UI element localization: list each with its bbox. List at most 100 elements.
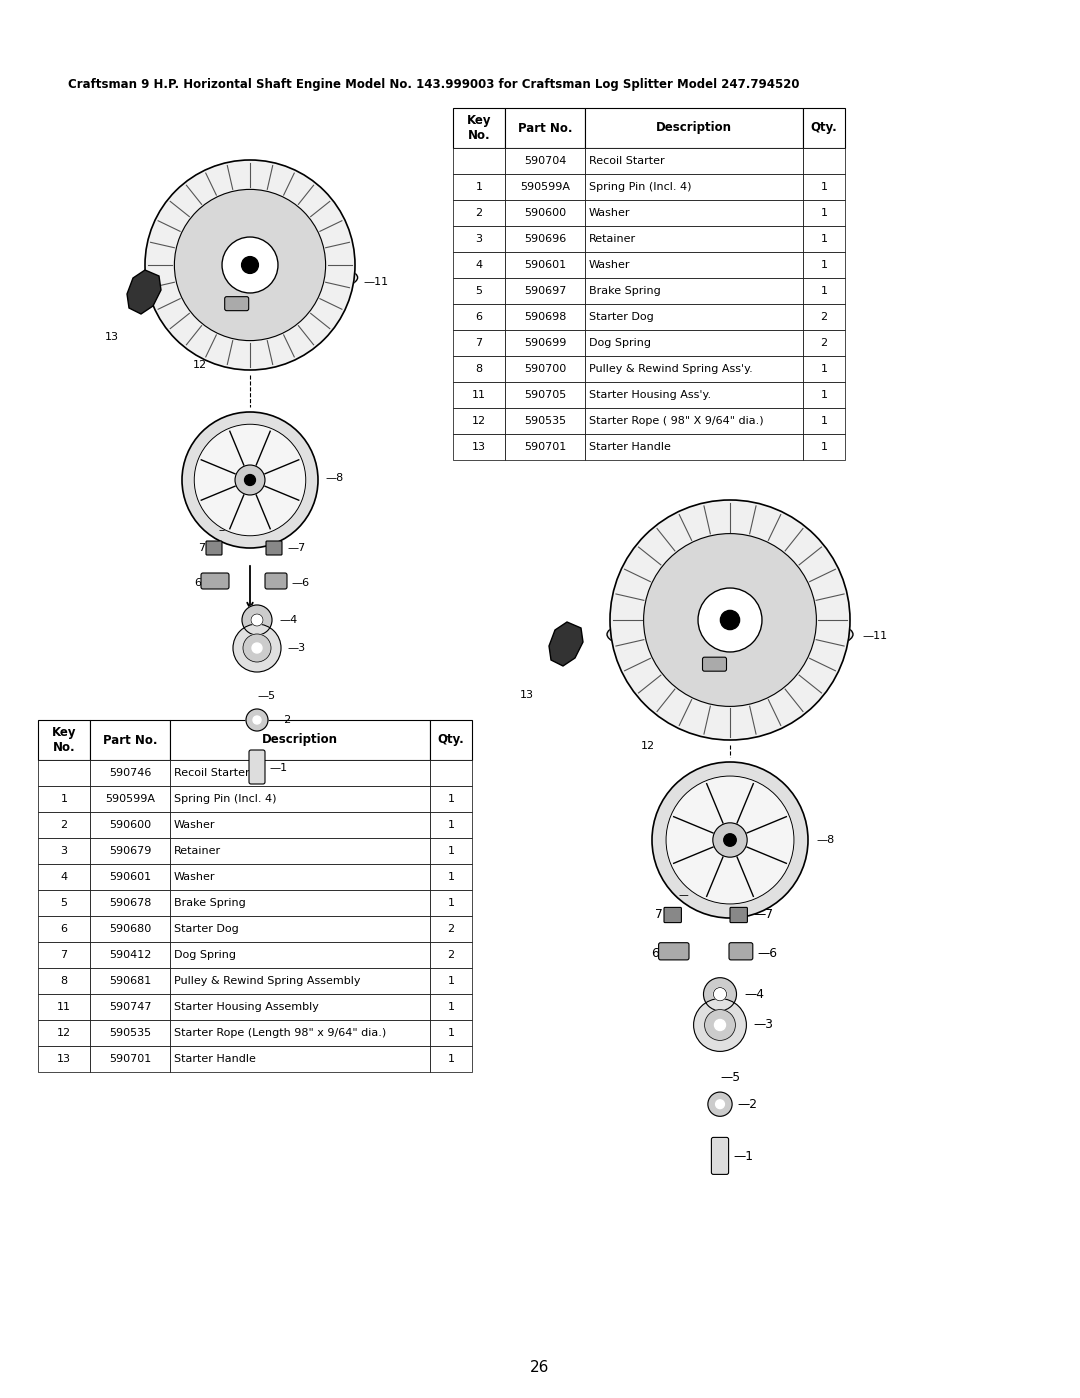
Text: Washer: Washer [174, 821, 216, 830]
Text: 1: 1 [821, 233, 827, 245]
Text: Retainer: Retainer [174, 846, 221, 856]
Bar [430, 1046, 472, 1072]
Text: 2: 2 [447, 951, 455, 960]
Text: Washer: Washer [174, 872, 216, 882]
Bar [804, 408, 845, 433]
Text: 6: 6 [650, 946, 659, 960]
Text: —6: —6 [291, 577, 309, 589]
Text: 590535: 590535 [524, 417, 566, 426]
Text: —11: —11 [363, 277, 388, 287]
Bar [170, 812, 430, 837]
Text: 8: 8 [60, 976, 68, 986]
Text: —: — [678, 948, 688, 959]
Bar [430, 837, 472, 864]
Text: 13: 13 [472, 442, 486, 452]
Text: 590681: 590681 [109, 976, 151, 986]
Text: —5: —5 [720, 1071, 740, 1085]
Text: 11: 11 [472, 390, 486, 400]
Bar [804, 433, 845, 460]
Text: 6: 6 [60, 924, 67, 934]
Text: —2: —2 [738, 1097, 757, 1110]
Bar [585, 408, 804, 433]
Bar [585, 226, 804, 252]
Circle shape [251, 614, 264, 626]
Bar [430, 916, 472, 942]
Text: Qty.: Qty. [811, 122, 837, 134]
Bar [585, 278, 804, 303]
Circle shape [233, 624, 281, 672]
Circle shape [244, 474, 256, 485]
Bar [453, 200, 505, 226]
Bar [505, 382, 585, 408]
Bar [170, 994, 430, 1021]
Text: 590599A: 590599A [105, 794, 156, 804]
Text: —6: —6 [757, 946, 778, 960]
Text: 590704: 590704 [524, 157, 566, 166]
Text: 12: 12 [472, 417, 486, 426]
Bar [430, 812, 472, 837]
Bar [453, 148, 505, 173]
Text: Starter Housing Assembly: Starter Housing Assembly [174, 1002, 319, 1012]
Text: 12: 12 [57, 1028, 71, 1037]
Bar [430, 994, 472, 1021]
Bar [430, 967, 472, 994]
Text: —8: —8 [325, 473, 343, 482]
Bar [585, 433, 804, 460]
FancyBboxPatch shape [712, 1138, 729, 1174]
Text: 13: 13 [519, 691, 534, 700]
Bar [505, 278, 585, 303]
Bar [585, 303, 804, 330]
Bar [453, 408, 505, 433]
Bar [90, 994, 170, 1021]
Text: Brake Spring: Brake Spring [174, 898, 246, 907]
Bar [430, 761, 472, 786]
FancyBboxPatch shape [225, 296, 248, 310]
Text: Dog Spring: Dog Spring [174, 951, 237, 960]
Circle shape [253, 716, 261, 724]
Text: 590696: 590696 [524, 233, 566, 245]
Text: 2: 2 [821, 312, 827, 322]
Bar [453, 278, 505, 303]
Text: Starter Dog: Starter Dog [589, 312, 653, 322]
Circle shape [194, 424, 306, 535]
Text: 1: 1 [60, 794, 67, 804]
Polygon shape [549, 622, 583, 665]
Circle shape [666, 776, 794, 905]
Text: 590747: 590747 [109, 1002, 151, 1012]
Bar [804, 108, 845, 148]
Bar [170, 1021, 430, 1046]
Text: 590701: 590701 [109, 1054, 151, 1064]
Bar [453, 382, 505, 408]
Text: Washer: Washer [589, 208, 631, 218]
Bar [170, 967, 430, 994]
Circle shape [713, 823, 747, 857]
Text: 1: 1 [447, 1028, 455, 1037]
Bar [804, 200, 845, 226]
Bar [170, 720, 430, 761]
Bar [38, 1046, 90, 1072]
Text: 8: 8 [475, 363, 483, 375]
Circle shape [716, 1100, 725, 1109]
Text: 590600: 590600 [109, 821, 151, 830]
Bar [453, 330, 505, 356]
Bar [804, 226, 845, 252]
Bar [38, 786, 90, 812]
Text: 7: 7 [656, 909, 663, 921]
Circle shape [252, 643, 262, 653]
Bar [170, 1046, 430, 1072]
Text: Starter Rope (Length 98" x 9/64" dia.): Starter Rope (Length 98" x 9/64" dia.) [174, 1028, 387, 1037]
Text: Spring Pin (Incl. 4): Spring Pin (Incl. 4) [589, 182, 691, 192]
Text: 1: 1 [821, 182, 827, 192]
Circle shape [652, 762, 808, 918]
Text: 590678: 590678 [109, 898, 151, 907]
Bar [505, 408, 585, 433]
Bar [38, 761, 90, 786]
Bar [505, 356, 585, 382]
Text: 2: 2 [60, 821, 68, 830]
Text: Starter Housing Ass'y.: Starter Housing Ass'y. [589, 390, 711, 400]
Bar [585, 200, 804, 226]
Bar [505, 433, 585, 460]
Text: —: — [678, 891, 688, 900]
Text: 6: 6 [475, 312, 483, 322]
Bar [505, 200, 585, 226]
